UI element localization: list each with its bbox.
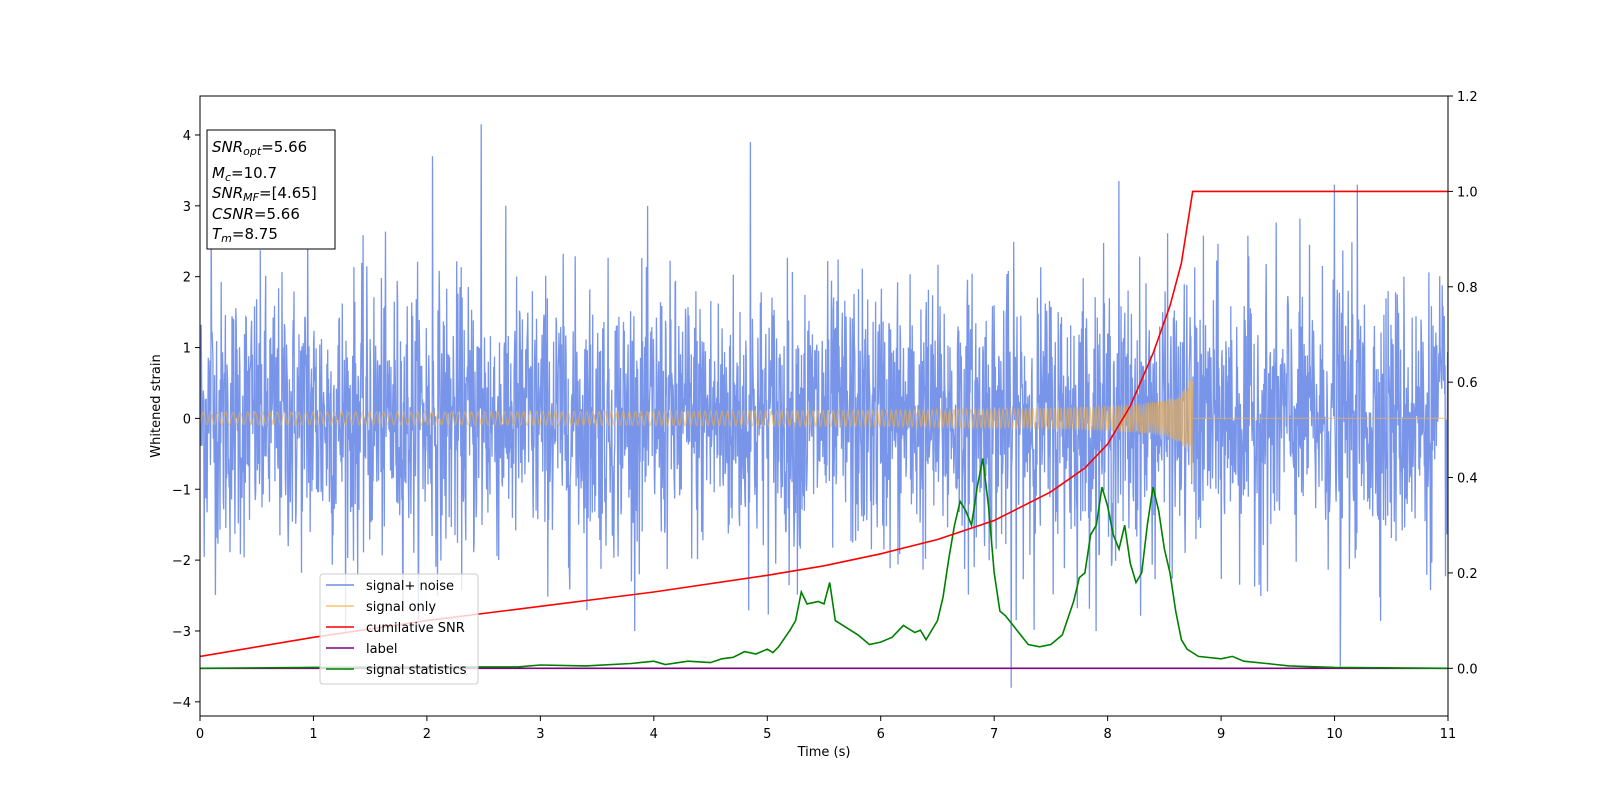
series-signal-only bbox=[200, 374, 1448, 483]
line-signal-only bbox=[200, 374, 1448, 483]
y-left-tick-label: 0 bbox=[183, 412, 191, 427]
annotation-mc: Mc=10.7 bbox=[212, 164, 277, 184]
y-right-tick-label: 0.8 bbox=[1457, 281, 1478, 296]
legend-label: cumilative SNR bbox=[366, 621, 465, 636]
line-cumulative-snr bbox=[200, 190, 1448, 658]
x-tick-label: 10 bbox=[1326, 727, 1343, 742]
y-left-tick-label: −4 bbox=[172, 696, 191, 711]
line-signal-statistics bbox=[200, 458, 1448, 670]
annotation-box: SNRopt=5.66 Mc=10.7 SNRMF=[4.65] CSNR=5.… bbox=[206, 129, 336, 250]
annotation-snr-opt: SNRopt=5.66 bbox=[212, 138, 307, 158]
y-right-tick-label: 0.0 bbox=[1457, 662, 1478, 677]
x-tick-label: 5 bbox=[763, 727, 771, 742]
x-tick-label: 9 bbox=[1217, 727, 1225, 742]
series-cumulative-snr bbox=[200, 190, 1448, 658]
y-left-tick-label: 1 bbox=[183, 342, 191, 357]
legend-label: label bbox=[366, 642, 397, 657]
series-signal-statistics bbox=[200, 458, 1448, 670]
y-axis-left: −4 −3 −2 −1 0 1 2 3 4 bbox=[172, 129, 200, 711]
y-left-tick-label: 4 bbox=[183, 129, 191, 144]
annotation-tm: Tm=8.75 bbox=[212, 225, 278, 245]
legend-item-signal-only: signal only bbox=[326, 600, 436, 615]
legend-item-cumulative-snr: cumilative SNR bbox=[326, 621, 465, 636]
x-tick-label: 11 bbox=[1440, 727, 1457, 742]
x-tick-label: 8 bbox=[1103, 727, 1111, 742]
series-signal-noise bbox=[200, 124, 1448, 688]
y-left-tick-label: −2 bbox=[172, 554, 191, 569]
x-axis: 0 1 2 3 4 5 6 7 8 9 10 11 bbox=[196, 716, 1456, 742]
y-right-tick-label: 0.6 bbox=[1457, 376, 1478, 391]
x-tick-label: 6 bbox=[877, 727, 885, 742]
legend-label: signal+ noise bbox=[366, 579, 454, 594]
legend-item-signal-statistics: signal statistics bbox=[326, 663, 467, 678]
x-tick-label: 7 bbox=[990, 727, 998, 742]
x-tick-label: 1 bbox=[309, 727, 317, 742]
legend-label: signal only bbox=[366, 600, 436, 615]
x-tick-label: 3 bbox=[536, 727, 544, 742]
x-axis-label: Time (s) bbox=[797, 745, 851, 760]
x-tick-label: 2 bbox=[423, 727, 431, 742]
y-right-tick-label: 1.2 bbox=[1457, 90, 1478, 105]
x-tick-label: 0 bbox=[196, 727, 204, 742]
y-axis-label: Whitened strain bbox=[149, 354, 164, 457]
legend-label: signal statistics bbox=[366, 663, 467, 678]
legend-item-label: label bbox=[326, 642, 397, 657]
legend: signal+ noise signal only cumilative SNR… bbox=[319, 573, 479, 685]
y-left-tick-label: 3 bbox=[183, 200, 191, 215]
y-right-tick-label: 0.4 bbox=[1457, 472, 1478, 487]
y-axis-right: 0.0 0.2 0.4 0.6 0.8 1.0 1.2 bbox=[1448, 90, 1478, 677]
annotation-snr-mf: SNRMF=[4.65] bbox=[212, 184, 317, 204]
y-right-tick-label: 1.0 bbox=[1457, 185, 1478, 200]
y-right-tick-label: 0.2 bbox=[1457, 567, 1478, 582]
y-left-tick-label: −3 bbox=[172, 625, 191, 640]
line-signal-noise bbox=[200, 124, 1448, 688]
plot-frame bbox=[199, 95, 1449, 717]
x-tick-label: 4 bbox=[650, 727, 658, 742]
annotation-csnr: CSNR=5.66 bbox=[212, 205, 300, 223]
y-left-tick-label: −1 bbox=[172, 483, 191, 498]
legend-item-signal-noise: signal+ noise bbox=[326, 579, 454, 594]
y-left-tick-label: 2 bbox=[183, 271, 191, 286]
